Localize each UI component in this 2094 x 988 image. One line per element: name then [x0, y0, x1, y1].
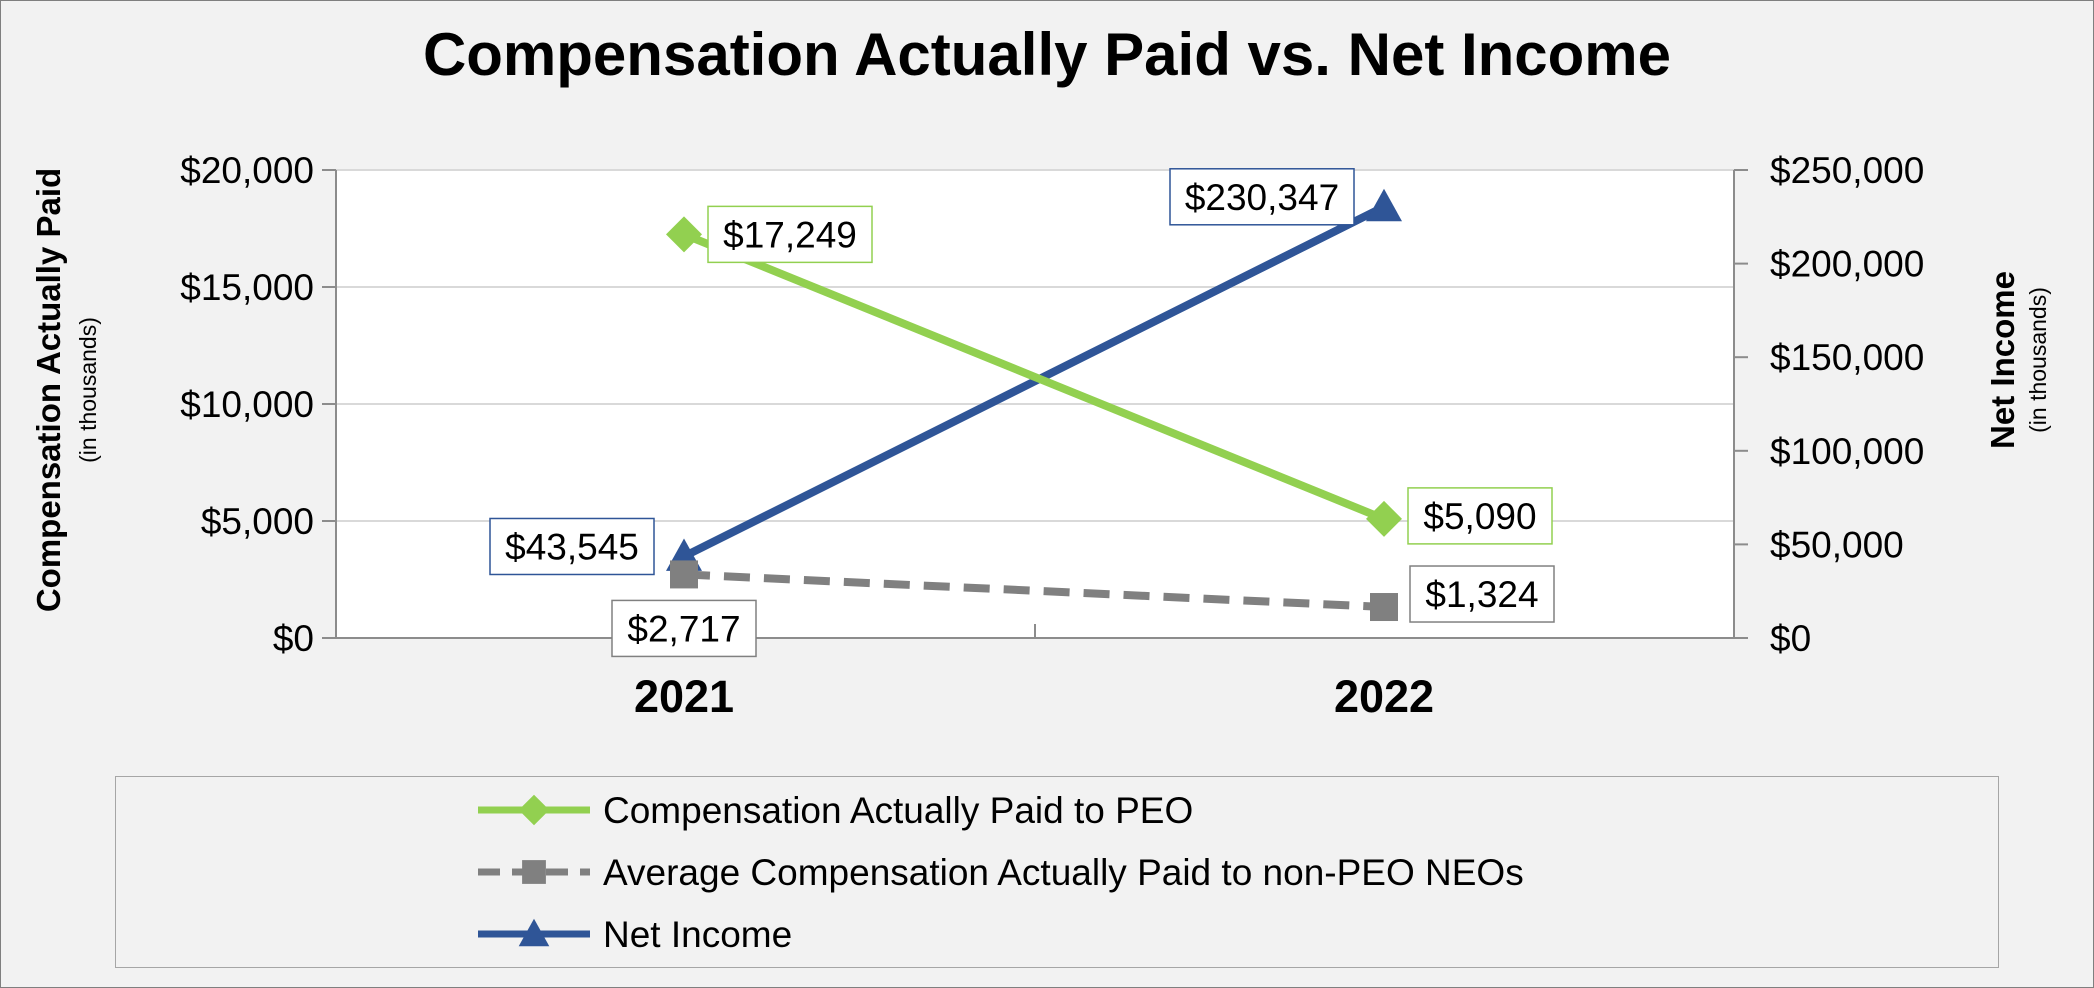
- y-left-axis-label: Compensation Actually Paid: [30, 168, 67, 612]
- data-label-box: [611, 599, 757, 658]
- legend-box: [115, 776, 1999, 968]
- legend-item: Average Compensation Actually Paid to no…: [478, 852, 1524, 893]
- x-tick-label: 2021: [634, 671, 734, 722]
- y-left-tick-label: $5,000: [201, 501, 314, 542]
- x-tick-label: 2022: [1334, 671, 1434, 722]
- axes: [322, 169, 1748, 639]
- square-marker: [522, 860, 546, 884]
- y-right-tick-label: $0: [1770, 618, 1811, 659]
- data-label-text: $2,717: [627, 608, 740, 649]
- data-label: $17,249: [707, 205, 873, 264]
- y-left-tick-label: $0: [273, 618, 314, 659]
- series-line: [682, 230, 1386, 523]
- data-label: $5,090: [1407, 487, 1553, 545]
- square-marker: [670, 560, 698, 589]
- data-label-box: [1407, 487, 1553, 545]
- y-left-tick-label: $20,000: [180, 150, 314, 191]
- legend-item: Net Income: [478, 914, 792, 955]
- legend-label: Compensation Actually Paid to PEO: [603, 790, 1193, 831]
- data-labels-layer: $17,249 $5,090 $2,717 $1,324 $43,545 $230,347: [489, 168, 1555, 658]
- y-left-tick-label: $10,000: [180, 384, 314, 425]
- data-label-box: [707, 205, 873, 264]
- y-right-tick-label: $100,000: [1770, 431, 1924, 472]
- data-label-text: $5,090: [1423, 496, 1536, 537]
- series-line: [682, 203, 1386, 561]
- triangle-marker: [1366, 188, 1402, 222]
- diamond-marker: [518, 794, 550, 826]
- triangle-marker: [518, 918, 550, 947]
- data-label-text: $230,347: [1185, 177, 1339, 218]
- legend-label: Average Compensation Actually Paid to no…: [603, 852, 1524, 893]
- y-left-tick-label: $15,000: [180, 267, 314, 308]
- data-label-text: $1,324: [1425, 574, 1538, 615]
- data-label: $2,717: [611, 599, 757, 658]
- data-label-text: $17,249: [723, 214, 857, 255]
- series-line: [683, 570, 1385, 612]
- diamond-marker: [666, 216, 702, 253]
- data-label-text: $43,545: [505, 526, 639, 567]
- y-left-axis-sublabel: (in thousands): [75, 317, 101, 463]
- legend-label: Net Income: [603, 914, 792, 955]
- y-right-tick-label: $250,000: [1770, 150, 1924, 191]
- diamond-marker: [1366, 500, 1402, 537]
- chart-title: Compensation Actually Paid vs. Net Incom…: [423, 21, 1671, 88]
- data-label-box: [489, 517, 655, 576]
- y-right-axis-sublabel: (in thousands): [2025, 287, 2051, 433]
- legend-item: Compensation Actually Paid to PEO: [478, 790, 1193, 831]
- y-right-tick-label: $150,000: [1770, 337, 1924, 378]
- y-right-tick-label: $50,000: [1770, 524, 1904, 565]
- data-label: $43,545: [489, 517, 655, 576]
- series-layer: [666, 188, 1402, 622]
- data-label: $230,347: [1169, 168, 1355, 226]
- data-label: $1,324: [1409, 565, 1555, 623]
- data-label-box: [1169, 168, 1355, 226]
- square-marker: [1370, 593, 1398, 622]
- y-right-tick-label: $200,000: [1770, 244, 1924, 285]
- y-right-axis-label: Net Income: [1984, 271, 2021, 449]
- data-label-box: [1409, 565, 1555, 623]
- legend: Compensation Actually Paid to PEO Average…: [478, 790, 1524, 955]
- tick-labels: $0 $5,000 $10,000 $15,000 $20,000 $0 $50,000 $1…: [180, 150, 1924, 722]
